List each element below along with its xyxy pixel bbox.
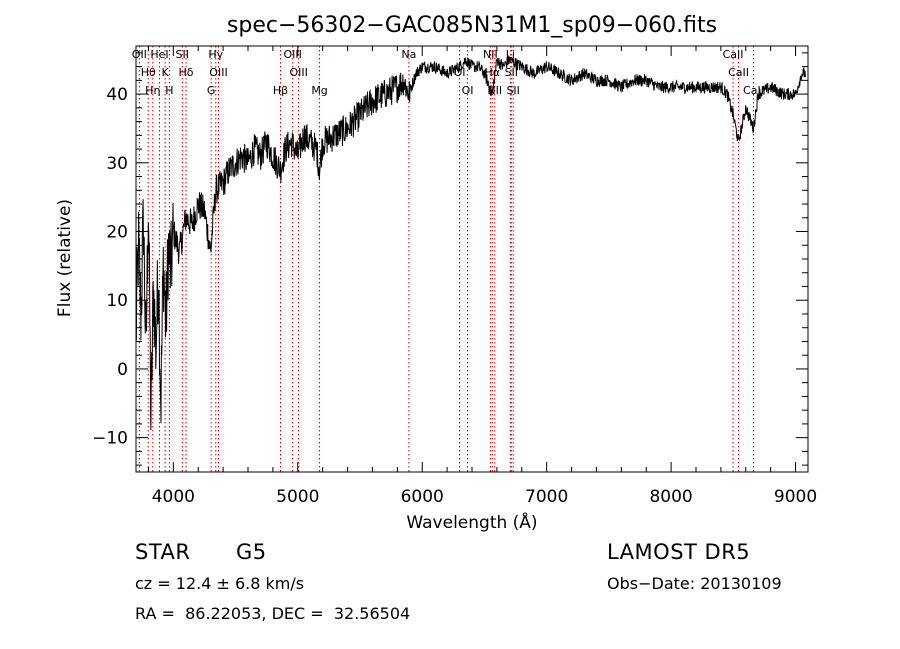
y-axis: −10 0 10 20 30 40 [92,52,808,466]
line-label: OIII [283,48,301,61]
line-label: Na [401,48,416,61]
coordinates: RA = 86.22053, DEC = 32.56504 [135,604,411,623]
plot-frame [135,45,809,473]
y-tick-label: 20 [106,223,128,243]
line-label: OII [132,48,147,61]
y-tick-label: 0 [117,360,128,380]
line-label: SII [506,84,519,97]
line-label: OIII [209,66,227,79]
line-label: G [207,84,216,97]
line-label: CaII [728,66,749,79]
object-type: STAR [135,540,191,564]
line-label: OIII [289,66,307,79]
line-label: Li [506,48,515,61]
line-label: Hθ [141,66,156,79]
line-label: SII [176,48,189,61]
y-axis-label: Flux (relative) [55,199,75,317]
x-tick-label: 4000 [152,487,195,507]
line-label: CaII [723,48,744,61]
x-axis-label: Wavelength (Å) [406,511,537,533]
chart-title: spec−56302−GAC085N31M1_sp09−060.fits [227,13,717,38]
spectrum-line [135,55,806,431]
line-label: Hβ [273,84,288,97]
line-label: Hη [145,84,160,97]
x-axis: 4000 5000 6000 7000 8000 9000 [147,46,817,507]
line-label: K [162,66,170,79]
y-tick-label: 30 [106,154,128,174]
x-tick-label: 7000 [525,487,568,507]
y-tick-label: 10 [106,291,128,311]
line-label: HeI [150,48,168,61]
redshift-value: cz = 12.4 ± 6.8 km/s [135,574,305,593]
line-label: SII [505,66,518,79]
line-label: Hγ [208,48,223,61]
spectral-line-markers [138,46,754,472]
line-label: Hδ [179,66,194,79]
x-tick-label: 9000 [774,487,817,507]
line-label: NII [483,48,498,61]
survey-name: LAMOST DR5 [607,540,751,564]
line-label: H [165,84,173,97]
line-label: OI [462,84,474,97]
x-tick-label: 5000 [276,487,319,507]
y-tick-label: −10 [92,429,128,449]
x-tick-label: 6000 [401,487,444,507]
y-tick-label: 40 [106,85,128,105]
line-label: Mg [311,84,327,97]
spectral-subclass: G5 [236,540,267,564]
line-label: OI [454,66,466,79]
observation-date: Obs−Date: 20130109 [607,574,782,593]
x-tick-label: 8000 [649,487,692,507]
